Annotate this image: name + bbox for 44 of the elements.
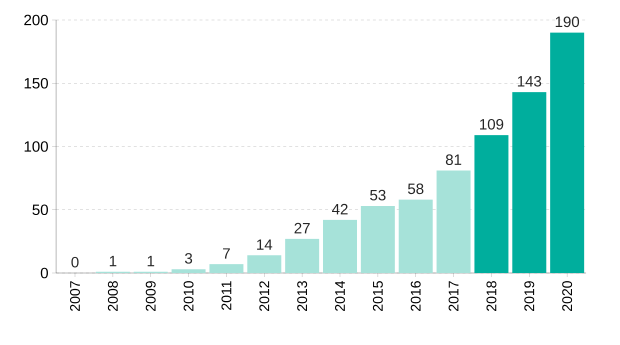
data-label: 42 (332, 204, 348, 214)
x-tick-label: 2017 (448, 281, 459, 311)
bar (285, 238, 320, 273)
y-tick-label: 0 (40, 268, 48, 278)
y-tick-label: 100 (24, 141, 48, 152)
x-tick-label: 2019 (524, 281, 534, 311)
y-tick-label: 50 (32, 204, 48, 216)
x-tick-label: 2008 (108, 281, 118, 311)
data-label: 190 (556, 16, 580, 28)
bar (323, 220, 358, 273)
y-tick-label: 150 (24, 78, 48, 89)
data-label: 1 (148, 256, 154, 266)
data-label: 7 (223, 248, 230, 259)
bar (398, 200, 433, 273)
x-tick-label: 2010 (184, 281, 194, 311)
data-label: 81 (446, 154, 462, 166)
x-tick-label: 2012 (259, 281, 270, 311)
data-label: 1 (110, 256, 116, 266)
bar (209, 264, 244, 273)
x-tick-label: 2011 (221, 281, 232, 310)
x-tick-label: 2009 (146, 281, 156, 311)
bar (172, 269, 206, 273)
data-label: 3 (184, 253, 192, 264)
x-tick-label: 2007 (70, 281, 80, 311)
data-label: 58 (408, 183, 424, 194)
data-label: 109 (480, 118, 504, 130)
bar (247, 255, 282, 273)
y-tick-label: 200 (24, 14, 48, 26)
x-tick-label: 2015 (372, 281, 383, 311)
data-label: 53 (370, 190, 386, 200)
bar (474, 135, 508, 273)
x-tick-label: 2016 (410, 281, 421, 311)
x-tick-label: 2020 (562, 281, 572, 311)
data-label: 27 (294, 222, 310, 234)
x-tick-label: 2018 (486, 281, 496, 311)
bar (512, 92, 546, 273)
x-tick-label: 2013 (297, 281, 308, 311)
data-label: 143 (518, 76, 542, 87)
x-tick-label: 2014 (335, 280, 345, 311)
data-label: 0 (71, 256, 79, 268)
bar (436, 170, 471, 273)
bar (360, 206, 395, 273)
bar (550, 32, 584, 273)
data-label: 14 (257, 239, 272, 250)
